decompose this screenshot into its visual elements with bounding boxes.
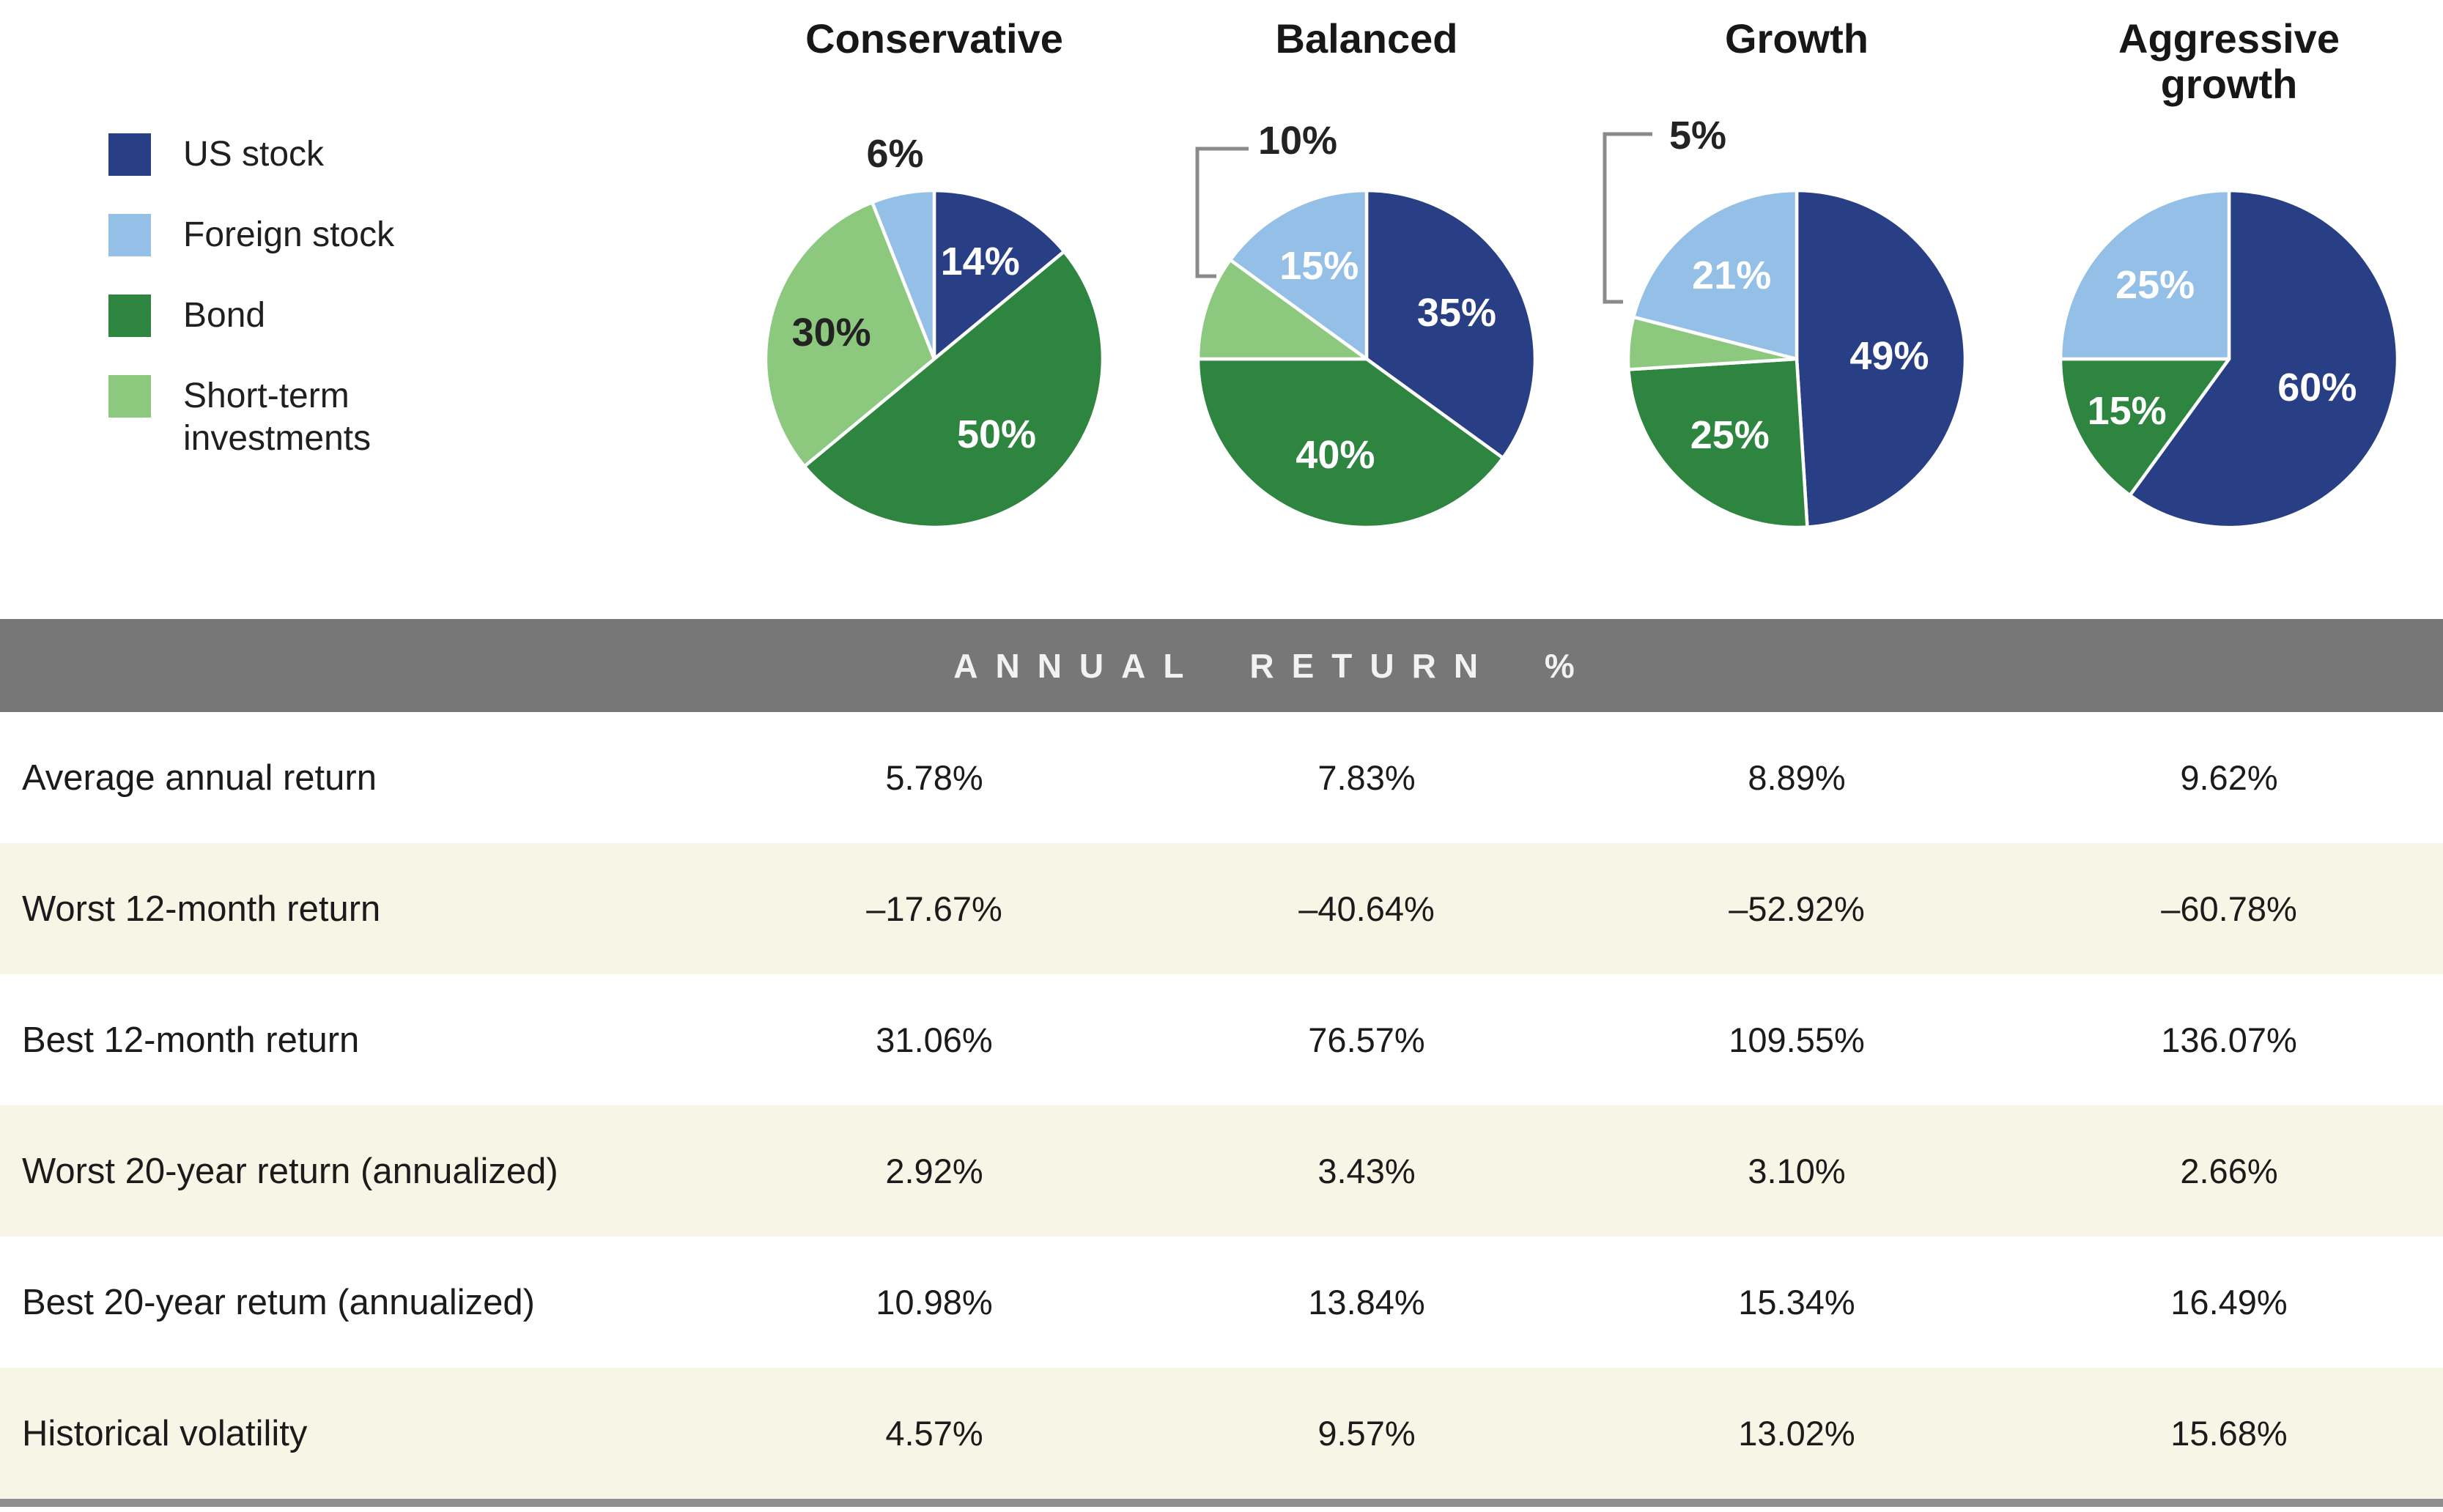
cell-growth: 3.10% — [1748, 1152, 1846, 1190]
row-label: Best 12-month return — [22, 1020, 360, 1060]
pie-column-growth: Growth 49% 25% 5% 21% — [1603, 0, 1969, 601]
pie-slice-foreign-stock — [871, 188, 936, 361]
pie-slice-us-stock — [932, 188, 1066, 361]
aggressive-growth-pie-chart: 60% 15% 25% — [2057, 187, 2401, 531]
pie-slice-short-term-investments — [764, 200, 936, 468]
bottom-divider — [0, 1499, 2443, 1507]
slice-label-bond: 15% — [2087, 389, 2167, 433]
cell-growth: 8.89% — [1748, 758, 1846, 797]
slice-label-us-stock: 14% — [940, 239, 1020, 284]
pie-column-balanced: Balanced 35% 40% 10% 15% — [1194, 0, 1539, 601]
cell-aggressive-growth: 136.07% — [2161, 1020, 2297, 1059]
legend-item: Bond — [108, 294, 577, 337]
legend-label: Bond — [183, 296, 266, 335]
pie-title: Balanced — [1275, 15, 1458, 62]
pie-slice-foreign-stock — [1631, 188, 1799, 361]
balanced-pie-chart: 35% 40% 10% 15% — [1194, 119, 1539, 531]
row-label: Historical volatility — [22, 1413, 308, 1453]
table-row: Worst 20-year return (annualized) 2.92% 3.… — [0, 1105, 2443, 1237]
pie-slice-bond — [2058, 357, 2231, 497]
pie-slice-foreign-stock — [1228, 188, 1369, 361]
callout-bracket — [1603, 132, 1652, 304]
pie-slice-us-stock — [2128, 188, 2400, 530]
cell-aggressive-growth: 15.68% — [2170, 1414, 2288, 1453]
annual-return-band: ANNUAL RETURN % — [0, 619, 2443, 712]
slice-label-bond: 50% — [956, 412, 1037, 456]
pie-title: Growth — [1725, 15, 1869, 62]
cell-balanced: 13.84% — [1308, 1283, 1425, 1322]
cell-growth: –52.92% — [1729, 889, 1865, 928]
us_stock-swatch — [108, 133, 151, 176]
returns-table: Average annual return 5.78% 7.83% 8.89% 9.62… — [0, 712, 2443, 1499]
cell-conservative: 5.78% — [885, 758, 983, 797]
cell-aggressive-growth: 2.66% — [2180, 1152, 2278, 1190]
slice-label-us-stock: 49% — [1849, 334, 1929, 379]
cell-growth: 109.55% — [1729, 1020, 1865, 1059]
pie-column-aggressive-growth: Aggressive growth 60% 15% 25% — [2057, 0, 2401, 601]
cell-balanced: 7.83% — [1317, 758, 1416, 797]
slice-label-us-stock: 35% — [1416, 291, 1496, 336]
pie-slice-short-term-investments — [1196, 258, 1369, 361]
legend-item: Short-term investments — [108, 375, 577, 460]
slice-label-us-stock: 60% — [2277, 366, 2357, 410]
cell-aggressive-growth: –60.78% — [2161, 889, 2297, 928]
foreign_stock-swatch — [108, 214, 151, 256]
slice-label-short-term-investments: 30% — [791, 310, 871, 355]
cell-aggressive-growth: 16.49% — [2170, 1283, 2288, 1322]
cell-growth: 13.02% — [1738, 1414, 1855, 1453]
slice-label-bond: 25% — [1690, 412, 1770, 457]
pie-slice-foreign-stock — [2058, 188, 2231, 361]
cell-balanced: 76.57% — [1308, 1020, 1425, 1059]
table-row: Best 12-month return 31.06% 76.57% 109.55% 1… — [0, 974, 2443, 1105]
pie-charts-area: Conservative 14% 50% 30% 6% Balanced 35% 40% 10%… — [0, 0, 2443, 615]
growth-pie-chart: 49% 25% 5% 21% — [1603, 114, 1969, 531]
table-row: Worst 12-month return –17.67% –40.64% –52.9… — [0, 843, 2443, 974]
cell-balanced: –40.64% — [1298, 889, 1435, 928]
bond-swatch — [108, 294, 151, 337]
short_term-swatch — [108, 375, 151, 418]
annual-return-band-title: ANNUAL RETURN % — [953, 646, 1592, 685]
slice-label-foreign-stock: 25% — [2115, 263, 2195, 308]
table-row: Best 20-year retum (annualized) 10.98% 13.… — [0, 1237, 2443, 1368]
cell-aggressive-growth: 9.62% — [2180, 758, 2278, 797]
row-label: Best 20-year retum (annualized) — [22, 1282, 535, 1322]
pie-slice-bond — [1627, 357, 1809, 530]
cell-conservative: –17.67% — [866, 889, 1002, 928]
row-label: Worst 12-month return — [22, 889, 381, 929]
pie-title: Aggressive growth — [2118, 15, 2340, 107]
cell-conservative: 31.06% — [876, 1020, 993, 1059]
slice-label-bond: 40% — [1296, 433, 1375, 478]
slice-label-short-term-investments: 10% — [1257, 119, 1338, 163]
slice-label-foreign-stock: 21% — [1692, 253, 1772, 297]
cell-conservative: 2.92% — [885, 1152, 983, 1190]
legend-label: Short-term investments — [183, 377, 372, 458]
row-label: Average annual return — [22, 757, 377, 798]
cell-conservative: 4.57% — [885, 1414, 983, 1453]
pie-title: Conservative — [805, 15, 1063, 62]
legend-label: Foreign stock — [183, 215, 395, 254]
pie-slice-bond — [1196, 357, 1505, 530]
row-label: Worst 20-year return (annualized) — [22, 1151, 558, 1191]
legend: US stock Foreign stock Bond Short-term inve… — [108, 133, 577, 498]
table-row: Historical volatility 4.57% 9.57% 13.02% 15.… — [0, 1368, 2443, 1499]
cell-balanced: 9.57% — [1317, 1414, 1416, 1453]
slice-label-short-term-investments: 5% — [1668, 114, 1727, 158]
callout-bracket — [1195, 147, 1249, 278]
cell-balanced: 3.43% — [1317, 1152, 1416, 1190]
conservative-pie-chart: 14% 50% 30% 6% — [762, 132, 1106, 531]
pie-slice-us-stock — [1795, 188, 1967, 529]
legend-item: Foreign stock — [108, 214, 577, 256]
legend-label: US stock — [183, 135, 325, 174]
slice-label-foreign-stock: 15% — [1279, 243, 1359, 288]
cell-conservative: 10.98% — [876, 1283, 993, 1322]
cell-growth: 15.34% — [1738, 1283, 1855, 1322]
slice-label-foreign-stock: 6% — [866, 131, 924, 176]
pie-slice-bond — [802, 250, 1105, 530]
legend-item: US stock — [108, 133, 577, 176]
pie-slice-us-stock — [1364, 188, 1537, 460]
table-row: Average annual return 5.78% 7.83% 8.89% 9.62… — [0, 712, 2443, 843]
pie-column-conservative: Conservative 14% 50% 30% 6% — [762, 0, 1106, 601]
